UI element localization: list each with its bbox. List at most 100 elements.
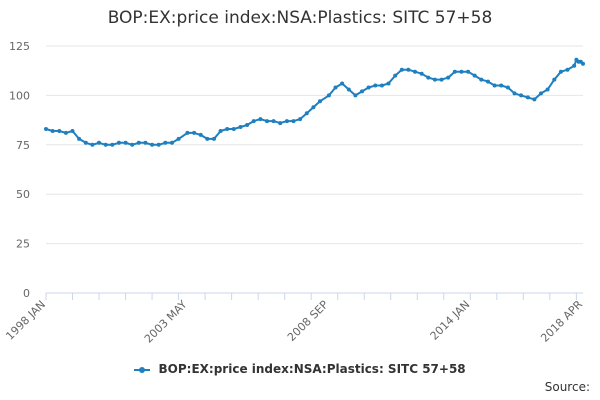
data-point[interactable] bbox=[50, 129, 55, 133]
legend-marker-icon bbox=[134, 365, 151, 375]
data-point[interactable] bbox=[258, 117, 263, 122]
data-point[interactable] bbox=[326, 93, 331, 98]
data-point[interactable] bbox=[212, 136, 216, 141]
data-point[interactable] bbox=[44, 127, 48, 131]
data-point[interactable] bbox=[419, 71, 424, 76]
data-point[interactable] bbox=[525, 95, 530, 100]
data-point[interactable] bbox=[539, 91, 543, 96]
data-point[interactable] bbox=[492, 83, 497, 88]
data-point[interactable] bbox=[90, 142, 95, 147]
data-point[interactable] bbox=[340, 81, 345, 86]
data-point[interactable] bbox=[225, 127, 230, 131]
data-point[interactable] bbox=[83, 140, 88, 145]
data-point[interactable] bbox=[185, 130, 190, 135]
data-point[interactable] bbox=[399, 67, 404, 72]
data-point[interactable] bbox=[103, 142, 108, 147]
data-point[interactable] bbox=[452, 69, 457, 74]
data-point[interactable] bbox=[265, 119, 269, 124]
data-point[interactable] bbox=[406, 67, 411, 72]
data-point[interactable] bbox=[143, 140, 148, 145]
data-point[interactable] bbox=[116, 140, 121, 145]
data-point[interactable] bbox=[298, 117, 303, 122]
data-point[interactable] bbox=[271, 119, 276, 124]
data-point[interactable] bbox=[519, 93, 524, 98]
data-point[interactable] bbox=[110, 142, 115, 147]
x-tick-label: 1998 JAN bbox=[3, 298, 48, 343]
data-point[interactable] bbox=[545, 87, 550, 92]
data-point[interactable] bbox=[251, 119, 256, 124]
data-point[interactable] bbox=[346, 87, 351, 92]
data-point[interactable] bbox=[558, 69, 563, 74]
y-tick-label: 125 bbox=[9, 40, 30, 53]
data-point[interactable] bbox=[413, 69, 417, 74]
data-point[interactable] bbox=[565, 67, 570, 72]
data-point[interactable] bbox=[499, 83, 504, 88]
data-point[interactable] bbox=[70, 129, 75, 133]
data-point[interactable] bbox=[505, 85, 510, 90]
x-tick-label: 2014 JAN bbox=[428, 298, 473, 343]
data-point[interactable] bbox=[426, 75, 431, 80]
data-point[interactable] bbox=[245, 123, 250, 127]
data-point[interactable] bbox=[373, 83, 378, 88]
data-point[interactable] bbox=[136, 140, 141, 145]
data-point[interactable] bbox=[163, 140, 168, 145]
data-point[interactable] bbox=[176, 136, 181, 141]
data-point[interactable] bbox=[432, 77, 437, 82]
data-point[interactable] bbox=[63, 130, 68, 135]
data-point[interactable] bbox=[572, 63, 577, 68]
data-point[interactable] bbox=[278, 121, 283, 126]
data-point[interactable] bbox=[393, 73, 398, 78]
gridlines bbox=[46, 45, 583, 245]
data-point[interactable] bbox=[379, 83, 384, 88]
x-tick-label: 2018 APR bbox=[538, 298, 585, 345]
data-point[interactable] bbox=[486, 79, 490, 84]
data-point[interactable] bbox=[57, 129, 62, 133]
data-point[interactable] bbox=[552, 77, 557, 82]
x-tick-label: 2003 MAY bbox=[142, 298, 190, 346]
data-point[interactable] bbox=[198, 132, 203, 137]
data-point[interactable] bbox=[459, 69, 464, 74]
data-point[interactable] bbox=[97, 140, 101, 145]
x-tick-label: 2008 SEP bbox=[285, 298, 331, 344]
data-point[interactable] bbox=[123, 140, 128, 145]
y-tick-label: 25 bbox=[16, 238, 30, 251]
data-point[interactable] bbox=[439, 77, 444, 82]
data-point[interactable] bbox=[479, 77, 484, 82]
data-point[interactable] bbox=[366, 85, 371, 90]
data-point[interactable] bbox=[284, 119, 289, 124]
data-point[interactable] bbox=[130, 142, 135, 147]
data-point[interactable] bbox=[472, 73, 477, 78]
data-point[interactable] bbox=[360, 89, 364, 94]
data-point[interactable] bbox=[192, 130, 197, 135]
data-point[interactable] bbox=[311, 105, 316, 110]
data-point[interactable] bbox=[238, 125, 243, 129]
data-point[interactable] bbox=[386, 81, 391, 86]
data-point[interactable] bbox=[150, 142, 155, 147]
legend[interactable]: BOP:EX:price index:NSA:Plastics: SITC 57… bbox=[0, 362, 600, 376]
legend-label: BOP:EX:price index:NSA:Plastics: SITC 57… bbox=[158, 362, 466, 376]
data-point[interactable] bbox=[532, 97, 537, 102]
series-line bbox=[45, 58, 584, 146]
data-point[interactable] bbox=[291, 119, 296, 124]
data-point[interactable] bbox=[333, 85, 338, 90]
data-point[interactable] bbox=[446, 75, 451, 80]
data-point[interactable] bbox=[512, 91, 517, 96]
data-point[interactable] bbox=[318, 99, 322, 104]
data-point[interactable] bbox=[231, 127, 236, 131]
series-layer bbox=[44, 57, 585, 147]
data-point[interactable] bbox=[466, 69, 471, 74]
data-point[interactable] bbox=[581, 61, 585, 66]
data-point[interactable] bbox=[205, 136, 210, 141]
data-point[interactable] bbox=[304, 111, 309, 116]
y-tick-label: 50 bbox=[16, 188, 30, 201]
data-point[interactable] bbox=[170, 140, 174, 145]
data-point[interactable] bbox=[218, 129, 223, 133]
data-point[interactable] bbox=[77, 136, 82, 141]
y-tick-label: 100 bbox=[9, 89, 30, 102]
source-label: Source: bbox=[544, 380, 590, 394]
chart-title: BOP:EX:price index:NSA:Plastics: SITC 57… bbox=[107, 8, 493, 28]
y-tick-label: 0 bbox=[23, 287, 30, 300]
data-point[interactable] bbox=[353, 93, 358, 98]
data-point[interactable] bbox=[156, 142, 161, 147]
